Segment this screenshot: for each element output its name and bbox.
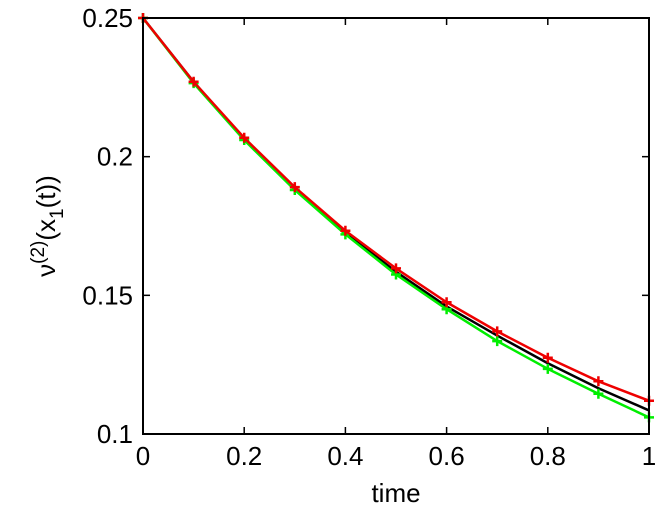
y-axis-label-base: ν — [31, 264, 61, 277]
y-tick-label: 0.25 — [82, 3, 133, 33]
series-2-point — [593, 388, 604, 399]
series-3-point — [542, 352, 553, 363]
x-tick-label: 0.8 — [530, 441, 566, 471]
x-tick-label: 0.4 — [327, 441, 363, 471]
plot-area — [143, 18, 649, 434]
x-tick-label: 0 — [136, 441, 150, 471]
series-3-point — [492, 326, 503, 337]
y-axis-label-superscript: (2) — [28, 241, 49, 264]
tick-labels-layer: 0 0.2 0.4 0.6 0.8 1 0.1 0.15 0.2 0.25 — [82, 3, 656, 471]
x-axis-label: time — [371, 478, 420, 508]
series-2-point — [542, 363, 553, 374]
series-3-point — [391, 263, 401, 274]
x-tick-label: 0.2 — [226, 441, 262, 471]
series-3-point — [289, 182, 300, 193]
series-3-point — [441, 297, 452, 308]
series-3-point — [340, 225, 351, 236]
series-2-point — [492, 336, 503, 347]
ticks-layer — [142, 17, 650, 435]
y-tick-label: 0.1 — [97, 419, 133, 449]
x-tick-label: 1 — [642, 441, 656, 471]
series-3-point — [239, 132, 250, 143]
series-layer — [138, 13, 654, 423]
y-tick-label: 0.2 — [97, 142, 133, 172]
y-tick-label: 0.15 — [82, 280, 133, 310]
series-3-point — [188, 76, 199, 87]
y-axis-label-open: (x — [31, 219, 61, 241]
plot-frame — [142, 17, 650, 435]
y-axis-label-subscript: 1 — [47, 208, 68, 219]
y-axis-label: ν(2)(x1(t)) — [28, 175, 68, 277]
y-axis-label-close: (t)) — [31, 175, 61, 208]
x-tick-label: 0.6 — [429, 441, 465, 471]
series-3-point — [593, 376, 604, 387]
